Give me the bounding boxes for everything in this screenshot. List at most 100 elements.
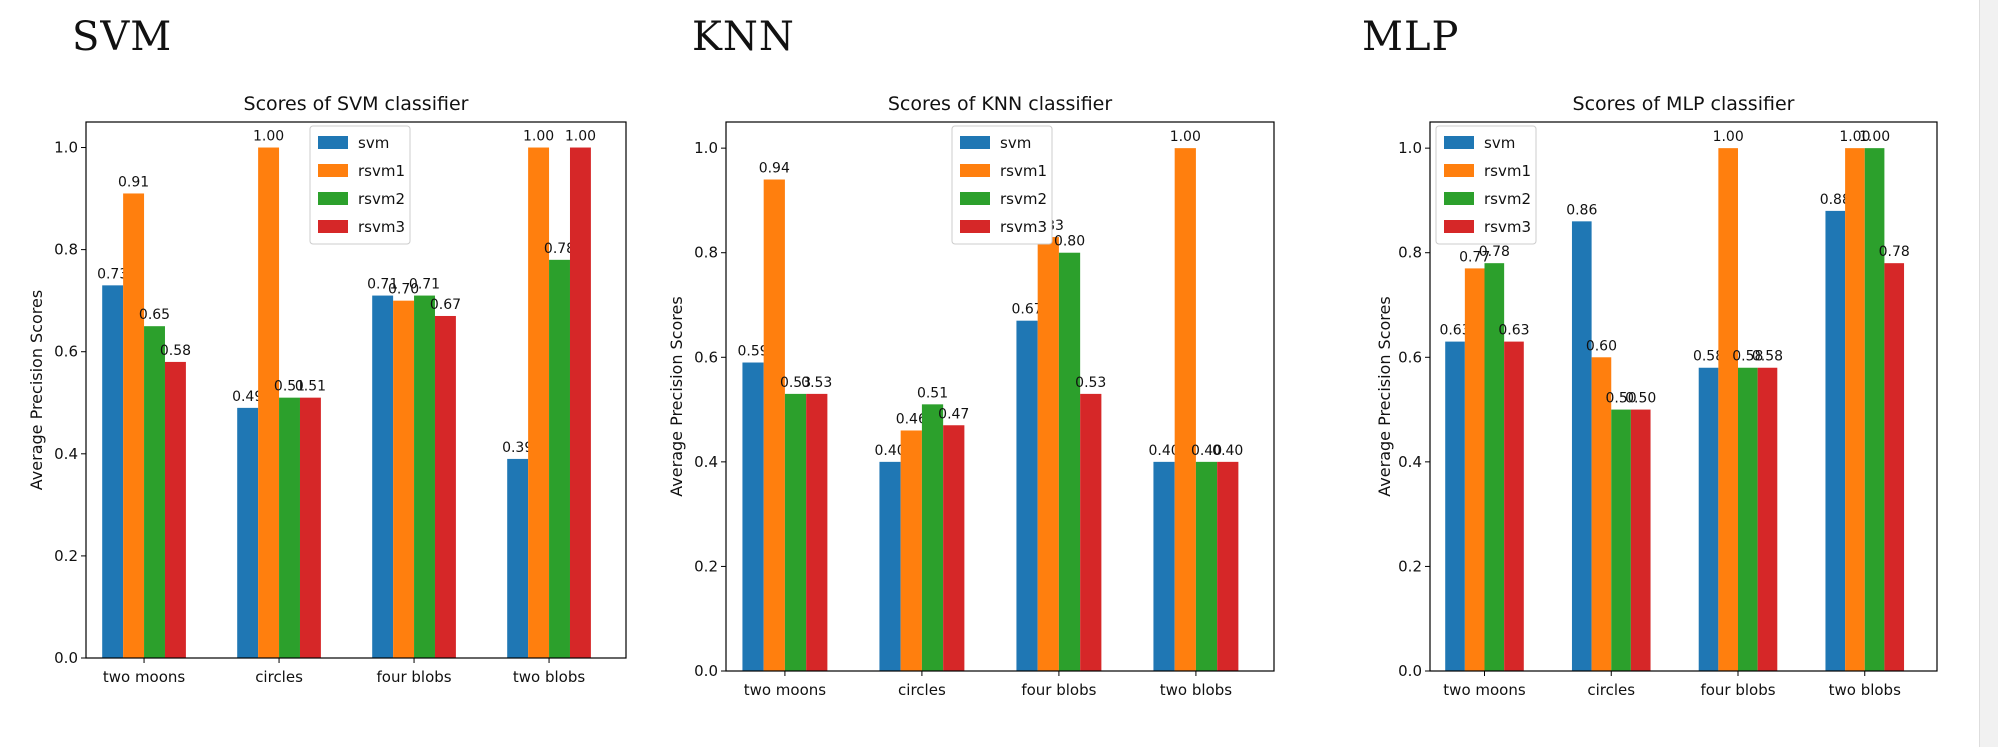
- legend-swatch-rsvm2: [318, 192, 348, 205]
- legend-swatch-rsvm3: [1444, 220, 1474, 233]
- x-tick-label: four blobs: [1700, 681, 1775, 699]
- x-tick-label: circles: [1587, 681, 1635, 699]
- data-label: 0.40: [1212, 443, 1243, 459]
- bar-svm: [507, 458, 529, 658]
- bar-rsvm2: [1738, 367, 1758, 671]
- y-tick-label: 0.6: [1398, 348, 1422, 366]
- chart-title: Scores of KNN classifier: [888, 93, 1113, 115]
- y-tick-label: 0.2: [1398, 557, 1422, 575]
- legend-label-rsvm3: rsvm3: [358, 218, 405, 236]
- bar-rsvm3: [164, 361, 186, 658]
- bar-rsvm1: [900, 430, 922, 671]
- data-label: 0.49: [232, 389, 263, 405]
- data-label: 0.63: [1498, 323, 1529, 339]
- data-label: 0.53: [801, 375, 832, 391]
- bar-rsvm3: [434, 315, 456, 658]
- panel-heading-mlp: MLP: [1362, 14, 1460, 60]
- bar-rsvm3: [1217, 461, 1239, 671]
- knn-scores-chart: Scores of KNN classifier Average Precisio…: [667, 93, 1275, 699]
- legend-label-rsvm2: rsvm2: [1000, 190, 1047, 208]
- legend-swatch-rsvm3: [318, 220, 348, 233]
- legend-label-rsvm2: rsvm2: [1484, 190, 1531, 208]
- bar-rsvm2: [921, 404, 944, 671]
- legend-swatch-svm: [960, 136, 990, 149]
- bar-rsvm1: [258, 147, 280, 658]
- bar-rsvm1: [1591, 357, 1612, 671]
- legend-label-svm: svm: [358, 134, 389, 152]
- data-label: 1.00: [1859, 129, 1890, 145]
- bar-rsvm3: [1080, 393, 1102, 671]
- bar-svm: [742, 362, 764, 671]
- data-label: 0.91: [118, 174, 149, 190]
- data-label: 0.51: [295, 379, 326, 395]
- legend-label-svm: svm: [1000, 134, 1031, 152]
- data-label: 0.73: [97, 266, 128, 282]
- data-label: 0.78: [544, 241, 575, 257]
- bar-rsvm2: [1611, 409, 1631, 671]
- y-tick-label: 0.4: [694, 453, 718, 471]
- bar-rsvm2: [1058, 252, 1081, 671]
- y-axis-label: Average Precision Scores: [667, 296, 686, 496]
- data-label: 1.00: [1170, 129, 1201, 145]
- data-label: 0.94: [759, 161, 790, 177]
- y-tick-label: 0.4: [54, 445, 78, 463]
- data-label: 0.67: [1011, 302, 1042, 318]
- y-tick-label: 0.6: [54, 343, 78, 361]
- legend-label-rsvm1: rsvm1: [1000, 162, 1047, 180]
- bar-svm: [1016, 320, 1038, 671]
- data-label: 0.88: [1820, 192, 1851, 208]
- bar-svm: [1445, 341, 1465, 671]
- vertical-scrollbar[interactable]: [1979, 0, 1998, 747]
- legend-swatch-rsvm1: [318, 164, 348, 177]
- bar-rsvm1: [1037, 237, 1059, 671]
- data-label: 1.00: [1713, 129, 1744, 145]
- y-axis-label: Average Precision Scores: [1375, 296, 1394, 496]
- bar-rsvm1: [763, 179, 785, 671]
- data-label: 0.63: [1439, 323, 1470, 339]
- bar-rsvm3: [1757, 367, 1778, 671]
- bar-rsvm1: [528, 147, 550, 658]
- y-tick-label: 0.0: [694, 662, 718, 680]
- y-tick-label: 1.0: [694, 139, 718, 157]
- legend-swatch-svm: [318, 136, 348, 149]
- plot-frame: [725, 121, 1275, 672]
- bar-rsvm1: [1718, 148, 1739, 672]
- y-tick-label: 0.4: [1398, 453, 1422, 471]
- data-label: 0.58: [1732, 349, 1763, 365]
- legend-box: [309, 125, 411, 245]
- data-label: 0.78: [1479, 244, 1510, 260]
- bar-svm: [237, 407, 259, 658]
- bar-rsvm1: [393, 300, 415, 658]
- bar-rsvm2: [784, 393, 807, 671]
- y-tick-label: 0.6: [694, 348, 718, 366]
- legend-label-rsvm1: rsvm1: [1484, 162, 1531, 180]
- data-label: 0.46: [896, 411, 927, 427]
- data-label: 0.77: [1459, 249, 1490, 265]
- bar-rsvm2: [1195, 461, 1218, 671]
- bar-rsvm1: [123, 193, 145, 658]
- bar-svm: [372, 295, 394, 658]
- data-label: 0.40: [874, 443, 905, 459]
- legend-label-rsvm3: rsvm3: [1000, 218, 1047, 236]
- panel-heading-svm: SVM: [72, 14, 173, 60]
- legend-box: [1435, 125, 1537, 245]
- plot-frame: [1429, 121, 1938, 672]
- data-label: 0.71: [409, 277, 440, 293]
- data-label: 1.00: [565, 129, 596, 145]
- y-axis-label: Average Precision Scores: [27, 290, 46, 490]
- data-label: 1.00: [1839, 129, 1870, 145]
- data-label: 1.00: [253, 129, 284, 145]
- legend-swatch-rsvm2: [960, 192, 990, 205]
- data-label: 0.50: [1625, 391, 1656, 407]
- bar-svm: [102, 285, 124, 658]
- svm-scores-chart: Scores of SVM classifier Average Precisio…: [27, 93, 627, 686]
- x-tick-label: circles: [898, 681, 946, 699]
- bar-rsvm2: [144, 326, 165, 658]
- data-label: 0.70: [388, 282, 419, 298]
- data-label: 0.65: [139, 307, 170, 323]
- x-tick-label: two blobs: [1829, 681, 1901, 699]
- data-label: 0.47: [938, 406, 969, 422]
- y-tick-label: 0.2: [694, 557, 718, 575]
- data-label: 1.00: [523, 129, 554, 145]
- bar-svm: [1698, 367, 1719, 671]
